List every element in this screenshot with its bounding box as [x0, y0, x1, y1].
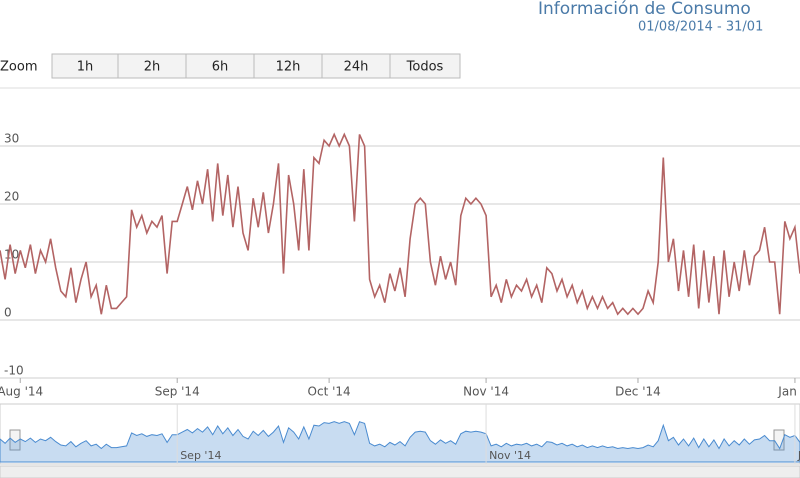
zoom-button[interactable]: 24h	[321, 53, 391, 79]
navigator-handle[interactable]	[9, 429, 21, 451]
button-label: 6h	[212, 60, 229, 75]
chart-title: Información de Consumo	[538, 0, 751, 19]
zoom-button[interactable]: 2h	[117, 53, 187, 79]
navigator-area	[0, 421, 800, 463]
button-bg	[389, 53, 461, 79]
navigator-tick-label: Jan '1	[797, 449, 800, 462]
zoom-button[interactable]: 1h	[51, 53, 119, 79]
x-tick-label: Nov '14	[463, 385, 509, 399]
x-tick-label: Dec '14	[615, 385, 661, 399]
button-label: 1h	[77, 60, 94, 75]
y-tick-label: 20	[4, 190, 19, 204]
navigator-handle[interactable]	[773, 429, 785, 451]
button-bg	[185, 53, 255, 79]
zoom-button[interactable]: 12h	[253, 53, 323, 79]
y-tick-label: 30	[4, 132, 19, 146]
button-label: 2h	[144, 60, 161, 75]
x-tick-label: Aug '14	[0, 385, 43, 399]
button-label: 24h	[344, 60, 369, 75]
chart-subtitle: 01/08/2014 - 31/01	[638, 20, 763, 35]
button-label: 12h	[276, 60, 301, 75]
y-tick-label: -10	[4, 364, 24, 378]
scrollbar[interactable]	[0, 465, 800, 478]
zoom-label: Zoom	[0, 60, 37, 75]
x-tick-label: Oct '14	[308, 385, 351, 399]
navigator-tick-label: Sep '14	[180, 449, 221, 462]
x-tick-label: Sep '14	[155, 385, 200, 399]
y-tick-label: 0	[4, 306, 12, 320]
navigator-tick-label: Nov '14	[489, 449, 531, 462]
data-line	[0, 132, 800, 316]
zoom-button[interactable]: Todos	[389, 53, 461, 79]
button-bg	[117, 53, 187, 79]
button-bg	[51, 53, 119, 79]
button-bg	[321, 53, 391, 79]
zoom-button[interactable]: 6h	[185, 53, 255, 79]
zoom-buttons: 1h 2h 6h 12h 24h Todos	[51, 53, 461, 79]
button-label: Todos	[406, 60, 444, 75]
x-tick-label: Jan '1	[777, 385, 800, 399]
